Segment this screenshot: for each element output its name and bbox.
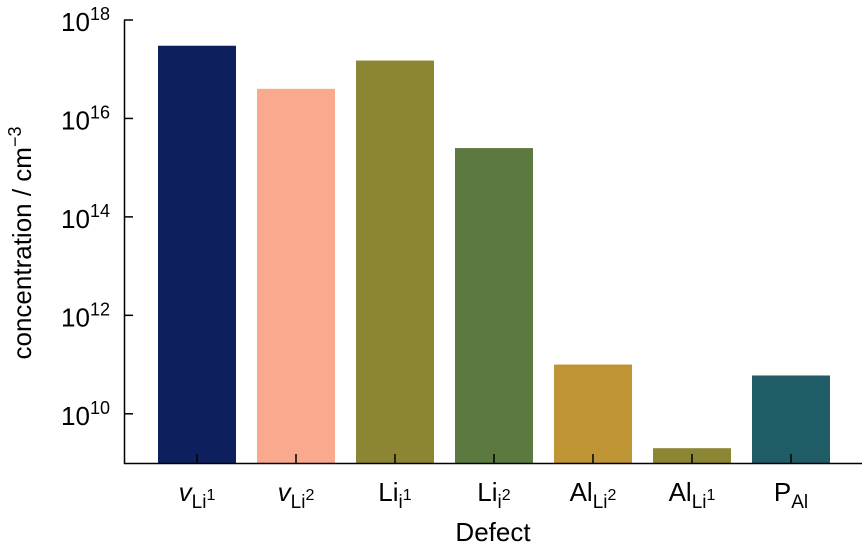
x-tick-label-2: Lii1 [378,477,411,513]
bar-6 [752,375,830,463]
x-tick-label-sub-sup: 2 [305,487,314,504]
x-tick-label-0: vLi1 [179,477,216,513]
x-tick-label-sub-sup: 2 [608,487,617,504]
y-tick-label-base: 10 [61,302,90,332]
bar-3 [455,148,533,464]
x-tick-label-sub: Li [291,492,306,513]
y-tick-label-base: 10 [61,7,90,37]
x-tick-label-sub-sup: 1 [206,487,215,504]
y-tick-label-base: 10 [61,204,90,234]
x-tick-label-main: v [278,477,293,507]
x-tick-label-main: Al [570,477,593,507]
x-tick-label-5: AlLi1 [669,477,716,513]
x-tick-label-sub: i [399,492,403,513]
y-axis-label: concentration / cm−3 [5,127,37,360]
y-tick-label-exponent: 16 [90,102,110,122]
x-tick-label-main: Al [669,477,692,507]
y-tick-label-base: 10 [61,401,90,431]
x-tick-label-1: vLi2 [278,477,315,513]
y-tick-label-exponent: 14 [90,201,110,221]
x-tick-label-main: Li [378,477,398,507]
x-ticks-group: vLi1 vLi2 Lii1 Lii2 AlLi2 AlLi1 PAl [179,454,808,513]
x-tick-label-sub: Al [791,492,808,513]
x-tick-label-main: v [179,477,194,507]
bar-1 [257,88,335,463]
y-tick-label-0: 1010 [61,398,110,431]
x-tick-label-sub: Li [192,492,207,513]
x-tick-label-sub: Li [593,492,608,513]
y-tick-label-2: 1014 [61,201,110,234]
bars-group [158,45,830,464]
x-tick-label-sub-sup: 2 [502,487,511,504]
y-tick-label-exponent: 18 [90,4,110,24]
y-tick-label-1: 1012 [61,299,110,332]
x-tick-label-main: P [774,477,791,507]
bar-2 [356,60,434,463]
x-tick-label-sub-sup: 1 [403,487,412,504]
x-tick-label-3: Lii2 [477,477,510,513]
y-tick-label-3: 1016 [61,102,110,135]
x-tick-label-6: PAl [774,477,808,513]
x-tick-label-sub: Li [692,492,707,513]
bar-4 [554,364,632,463]
y-axis-label-text: concentration / cm [7,147,37,359]
y-tick-label-exponent: 10 [90,398,110,418]
x-axis-label: Defect [455,517,531,547]
y-tick-label-exponent: 12 [90,299,110,319]
y-tick-label-4: 1018 [61,4,110,37]
x-tick-label-4: AlLi2 [570,477,617,513]
x-tick-label-sub-sup: 1 [707,487,716,504]
x-tick-label-sub: i [498,492,502,513]
x-tick-label-main: Li [477,477,497,507]
y-tick-label-base: 10 [61,105,90,135]
bar-0 [158,45,236,464]
y-axis-label-unit-exponent: −3 [5,127,25,148]
